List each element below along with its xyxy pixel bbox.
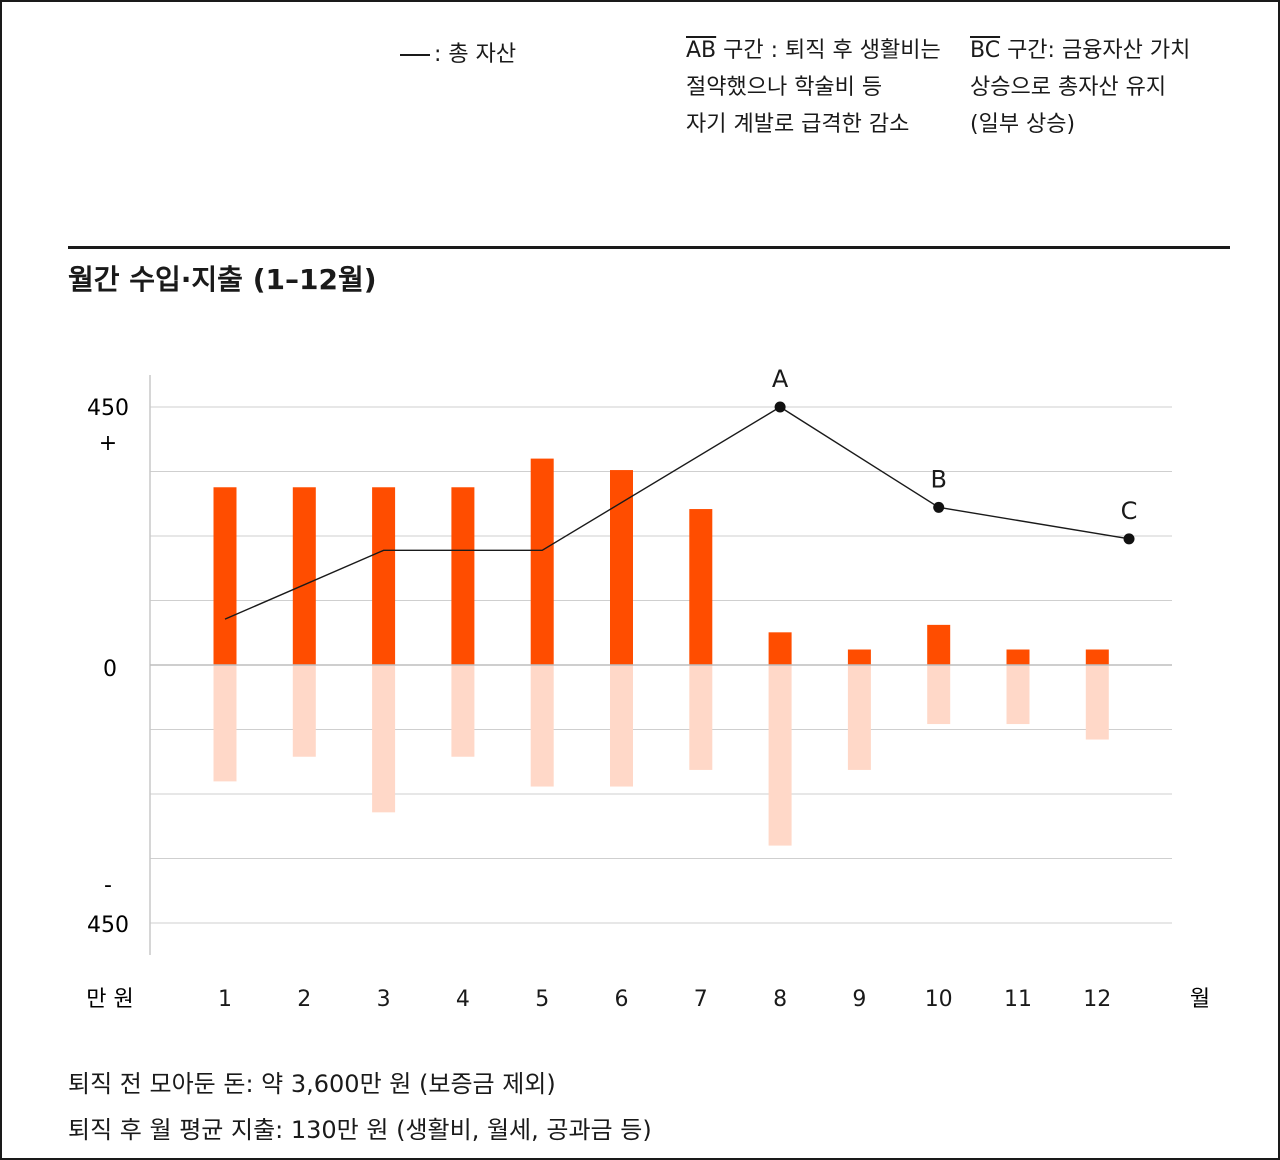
x-tick-label: 8 bbox=[773, 987, 787, 1012]
note-ab-line-1: 구간 : 퇴직 후 생활비는 bbox=[716, 38, 941, 63]
footnote-spending: 퇴직 후 월 평균 지출: 130만 원 (생활비, 월세, 공과금 등) bbox=[68, 1116, 652, 1144]
x-tick-label: 5 bbox=[535, 987, 549, 1012]
x-tick-label: 9 bbox=[852, 987, 866, 1012]
expense-bar bbox=[530, 665, 554, 787]
expense-bars bbox=[213, 665, 1109, 846]
y-tick-top-sign: + bbox=[99, 431, 117, 456]
point-c bbox=[1123, 533, 1135, 545]
x-tick-label: 1 bbox=[218, 987, 232, 1012]
y-tick-top: 450 bbox=[87, 396, 129, 421]
income-bar bbox=[530, 458, 554, 665]
expense-bar bbox=[610, 665, 633, 787]
grid-lines bbox=[150, 406, 1172, 924]
y-axis-unit-label: 만 원 bbox=[86, 987, 133, 1012]
income-bar bbox=[768, 632, 792, 665]
expense-bar bbox=[847, 665, 871, 770]
note-ab-line-3: 자기 계발로 급격한 감소 bbox=[686, 112, 910, 137]
income-bar bbox=[610, 470, 633, 665]
title-rule bbox=[68, 246, 1230, 249]
expense-bar bbox=[1006, 665, 1030, 725]
income-bar bbox=[689, 509, 713, 665]
x-tick-label: 2 bbox=[297, 987, 311, 1012]
legend-total-label: : 총 자산 bbox=[434, 42, 517, 67]
income-bar bbox=[1006, 649, 1030, 665]
x-tick-labels: 1 2 3 4 5 6 7 8 9 10 11 12 bbox=[218, 987, 1111, 1012]
point-a bbox=[774, 401, 786, 413]
point-label-c: C bbox=[1121, 497, 1138, 525]
income-bar bbox=[372, 487, 396, 665]
note-bc-line-1: 구간: 금융자산 가치 bbox=[1000, 38, 1191, 63]
x-tick-label: 12 bbox=[1083, 987, 1111, 1012]
expense-bar bbox=[927, 665, 951, 725]
x-tick-label: 4 bbox=[456, 987, 470, 1012]
note-bc-line-2: 상승으로 총자산 유지 bbox=[970, 75, 1167, 100]
point-label-b: B bbox=[930, 465, 946, 493]
y-tick-bottom-sign: - bbox=[104, 873, 112, 898]
x-tick-label: 6 bbox=[615, 987, 629, 1012]
segment-bc-label: BC bbox=[970, 38, 1001, 63]
x-tick-label: 10 bbox=[925, 987, 953, 1012]
expense-bar bbox=[689, 665, 713, 770]
income-bar bbox=[451, 487, 475, 665]
footnote-savings: 퇴직 전 모아둔 돈: 약 3,600만 원 (보증금 제외) bbox=[68, 1070, 556, 1098]
chart-title: 월간 수입·지출 (1–12월) bbox=[68, 263, 377, 296]
total-assets-line bbox=[224, 406, 1130, 620]
x-tick-label: 3 bbox=[377, 987, 391, 1012]
y-tick-zero: 0 bbox=[103, 657, 117, 682]
x-tick-label: 7 bbox=[694, 987, 708, 1012]
note-ab-line-2: 절약했으나 학술비 등 bbox=[686, 75, 883, 100]
income-bars bbox=[213, 458, 1109, 665]
note-ab: AB 구간 : 퇴직 후 생활비는 절약했으나 학술비 등 자기 계발로 급격한… bbox=[686, 32, 941, 143]
expense-bar bbox=[292, 665, 316, 757]
segment-ab-label: AB bbox=[686, 38, 717, 63]
total-assets-points: A B C bbox=[772, 365, 1138, 545]
point-b bbox=[933, 501, 945, 513]
x-axis-unit-label: 월 bbox=[1190, 987, 1210, 1012]
income-bar bbox=[292, 487, 316, 665]
income-bar bbox=[927, 624, 951, 665]
legend-line-icon bbox=[400, 54, 430, 56]
point-label-a: A bbox=[772, 365, 789, 393]
y-tick-bottom: 450 bbox=[87, 913, 129, 938]
expense-bar bbox=[372, 665, 396, 813]
expense-bar bbox=[1085, 665, 1109, 740]
income-bar bbox=[213, 487, 237, 665]
note-bc-line-3: (일부 상승) bbox=[970, 112, 1076, 137]
expense-bar bbox=[213, 665, 237, 782]
income-bar bbox=[1085, 649, 1109, 665]
note-bc: BC 구간: 금융자산 가치 상승으로 총자산 유지 (일부 상승) bbox=[970, 32, 1190, 143]
legend-total-assets: : 총 자산 bbox=[400, 36, 516, 68]
x-tick-label: 11 bbox=[1004, 987, 1032, 1012]
income-bar bbox=[847, 649, 871, 665]
expense-bar bbox=[451, 665, 475, 757]
expense-bar bbox=[768, 665, 792, 846]
